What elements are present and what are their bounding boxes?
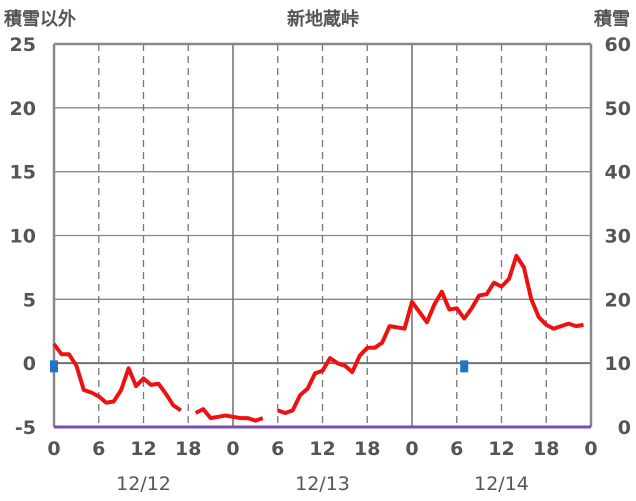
y2-tick-label-0: 60: [605, 34, 631, 56]
x-tick-label-7: 18: [354, 438, 380, 460]
x-tick-label-10: 12: [488, 438, 514, 460]
series-0-segment-1: [194, 407, 264, 423]
x-tick-label-11: 18: [533, 438, 559, 460]
chart-title: 新地蔵峠: [287, 8, 359, 30]
day-labels: 12/12 12/13 12/14: [116, 473, 529, 495]
y-tick-label-3: 10: [10, 226, 36, 248]
y-tick-label-6: -5: [15, 417, 36, 439]
series-layer: [50, 253, 591, 429]
marker-s2-p1: [460, 360, 469, 373]
y2-tick-labels: 60 50 40 30 20 10 0: [605, 34, 631, 439]
x-tick-label-12: 0: [584, 438, 597, 460]
x-tick-label-3: 18: [175, 438, 201, 460]
y2-tick-label-5: 10: [605, 353, 631, 375]
x-tick-label-4: 0: [226, 438, 239, 460]
right-axis-title: 積雪: [593, 8, 630, 30]
day-label-2: 12/14: [474, 473, 529, 495]
series-0-segment-0: [52, 342, 182, 413]
x-tick-label-6: 12: [309, 438, 335, 460]
grid: [54, 43, 591, 428]
x-tick-label-0: 0: [47, 438, 60, 460]
y-tick-label-2: 15: [10, 162, 36, 184]
y2-tick-label-1: 50: [605, 98, 631, 120]
x-tick-label-2: 12: [130, 438, 156, 460]
day-label-1: 12/13: [295, 473, 350, 495]
y-tick-label-4: 5: [23, 289, 36, 311]
y2-tick-label-6: 0: [618, 417, 631, 439]
left-axis-title: 積雪以外: [3, 8, 76, 30]
x-tick-label-8: 0: [405, 438, 418, 460]
y-tick-label-5: 0: [23, 353, 36, 375]
y2-tick-label-2: 40: [605, 162, 631, 184]
y2-tick-label-3: 30: [605, 226, 631, 248]
y2-tick-label-4: 20: [605, 289, 631, 311]
x-tick-label-9: 6: [450, 438, 463, 460]
x-tick-label-5: 6: [271, 438, 284, 460]
y-tick-label-1: 20: [10, 98, 36, 120]
x-tick-labels: 0 6 12 18 0 6 12 18 0 6 12 18 0: [47, 438, 597, 460]
y-tick-labels: 25 20 15 10 5 0 -5: [10, 34, 36, 439]
day-label-0: 12/12: [116, 473, 171, 495]
y-tick-label-0: 25: [10, 34, 36, 56]
x-tick-label-1: 6: [92, 438, 105, 460]
marker-s2-p0: [50, 360, 58, 373]
series-0-segment-2: [277, 253, 584, 415]
